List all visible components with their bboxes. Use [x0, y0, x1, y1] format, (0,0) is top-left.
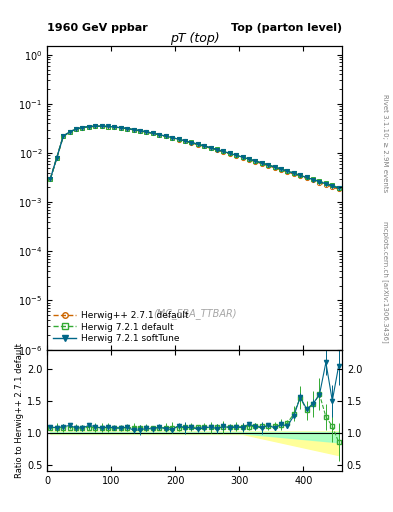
Y-axis label: Ratio to Herwig++ 2.7.1 default: Ratio to Herwig++ 2.7.1 default — [15, 343, 24, 478]
Text: 1960 GeV ppbar: 1960 GeV ppbar — [47, 23, 148, 33]
Legend: Herwig++ 2.7.1 default, Herwig 7.2.1 default, Herwig 7.2.1 softTune: Herwig++ 2.7.1 default, Herwig 7.2.1 def… — [51, 309, 190, 345]
Text: Rivet 3.1.10; ≥ 2.9M events: Rivet 3.1.10; ≥ 2.9M events — [382, 94, 388, 193]
Text: (MC_FBA_TTBAR): (MC_FBA_TTBAR) — [153, 308, 236, 318]
Text: Top (parton level): Top (parton level) — [231, 23, 342, 33]
Title: pT (top): pT (top) — [170, 32, 219, 45]
Text: mcplots.cern.ch [arXiv:1306.3436]: mcplots.cern.ch [arXiv:1306.3436] — [382, 221, 389, 343]
